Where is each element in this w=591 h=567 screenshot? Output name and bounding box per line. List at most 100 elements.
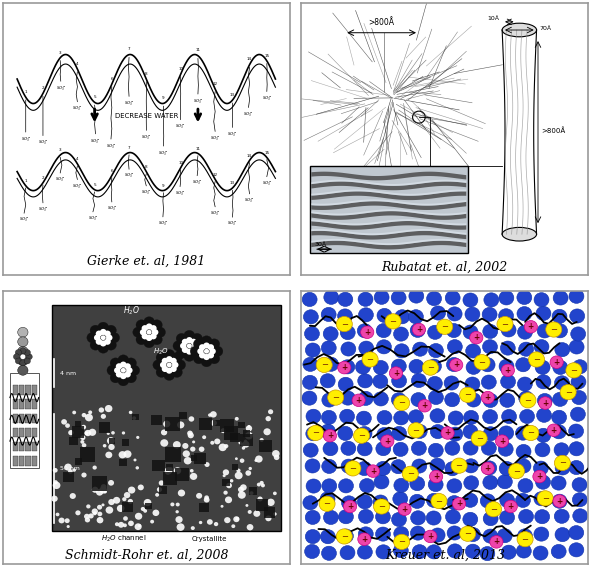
- Circle shape: [537, 490, 553, 506]
- Circle shape: [340, 545, 355, 560]
- Bar: [10, 373, 38, 468]
- Ellipse shape: [502, 227, 537, 241]
- Circle shape: [411, 374, 426, 388]
- Circle shape: [337, 361, 351, 374]
- Circle shape: [116, 371, 122, 378]
- Circle shape: [361, 326, 374, 338]
- Circle shape: [201, 357, 212, 367]
- Circle shape: [142, 333, 148, 340]
- Bar: [259, 439, 271, 452]
- Circle shape: [155, 493, 159, 497]
- Bar: [122, 439, 129, 446]
- Circle shape: [519, 391, 534, 405]
- Text: 9: 9: [162, 96, 165, 100]
- Circle shape: [191, 333, 203, 344]
- Circle shape: [204, 462, 210, 467]
- Circle shape: [190, 469, 194, 472]
- Circle shape: [394, 534, 410, 549]
- Circle shape: [207, 352, 214, 358]
- Circle shape: [164, 370, 175, 380]
- Circle shape: [501, 545, 517, 559]
- Text: $SO_3^-$: $SO_3^-$: [262, 179, 272, 187]
- Text: $SO_3^-$: $SO_3^-$: [192, 178, 202, 186]
- Circle shape: [571, 327, 586, 341]
- Circle shape: [167, 362, 172, 367]
- Text: 10: 10: [178, 161, 183, 165]
- Circle shape: [320, 530, 335, 544]
- Text: +: +: [493, 538, 499, 547]
- Circle shape: [356, 360, 371, 374]
- Text: 1: 1: [24, 179, 27, 183]
- Circle shape: [144, 337, 155, 348]
- Circle shape: [538, 397, 552, 409]
- Circle shape: [482, 307, 497, 321]
- Text: −: −: [436, 497, 443, 506]
- Circle shape: [551, 476, 566, 490]
- Circle shape: [413, 342, 427, 356]
- Circle shape: [302, 293, 317, 307]
- Circle shape: [528, 352, 544, 367]
- Circle shape: [447, 496, 462, 510]
- Circle shape: [394, 527, 409, 541]
- Circle shape: [189, 416, 194, 422]
- Circle shape: [482, 441, 496, 455]
- Circle shape: [358, 545, 372, 559]
- Circle shape: [553, 324, 567, 338]
- Circle shape: [59, 518, 64, 523]
- Circle shape: [352, 394, 365, 407]
- Circle shape: [238, 491, 246, 499]
- Text: +: +: [556, 497, 563, 506]
- Circle shape: [359, 479, 375, 493]
- Circle shape: [24, 358, 31, 364]
- Circle shape: [341, 342, 356, 356]
- Text: 5: 5: [93, 183, 96, 187]
- Circle shape: [238, 486, 244, 492]
- Circle shape: [554, 509, 569, 523]
- Text: +: +: [528, 322, 534, 331]
- Circle shape: [551, 411, 567, 424]
- Circle shape: [555, 342, 570, 357]
- Circle shape: [428, 443, 443, 458]
- Circle shape: [212, 346, 223, 357]
- Bar: [19, 400, 24, 409]
- Circle shape: [268, 409, 273, 414]
- Text: −: −: [570, 366, 577, 375]
- Circle shape: [257, 483, 261, 486]
- Text: Crystallite: Crystallite: [191, 536, 227, 541]
- Circle shape: [20, 348, 26, 354]
- Circle shape: [342, 496, 356, 510]
- Circle shape: [223, 474, 226, 477]
- Circle shape: [124, 492, 131, 498]
- Text: +: +: [356, 396, 362, 405]
- Circle shape: [97, 517, 103, 523]
- Circle shape: [465, 307, 480, 321]
- Circle shape: [254, 459, 257, 462]
- Circle shape: [447, 526, 462, 540]
- Circle shape: [190, 447, 196, 452]
- Circle shape: [220, 505, 223, 507]
- Circle shape: [108, 499, 115, 505]
- Bar: [230, 433, 240, 442]
- Circle shape: [265, 416, 271, 421]
- Circle shape: [118, 375, 129, 386]
- Text: +: +: [551, 426, 557, 435]
- Circle shape: [136, 436, 139, 439]
- Bar: [74, 421, 80, 427]
- Text: +: +: [347, 502, 353, 511]
- Text: −: −: [427, 363, 434, 372]
- Circle shape: [324, 357, 339, 371]
- Circle shape: [497, 528, 512, 543]
- Bar: [194, 453, 206, 464]
- Circle shape: [450, 359, 463, 371]
- Circle shape: [463, 441, 478, 455]
- Circle shape: [322, 479, 337, 493]
- Circle shape: [109, 332, 119, 343]
- Circle shape: [191, 348, 203, 358]
- Circle shape: [199, 521, 202, 524]
- Circle shape: [534, 461, 548, 475]
- Circle shape: [550, 356, 563, 369]
- Circle shape: [171, 353, 183, 363]
- Circle shape: [375, 510, 391, 524]
- Circle shape: [53, 468, 58, 473]
- Text: −: −: [533, 355, 540, 364]
